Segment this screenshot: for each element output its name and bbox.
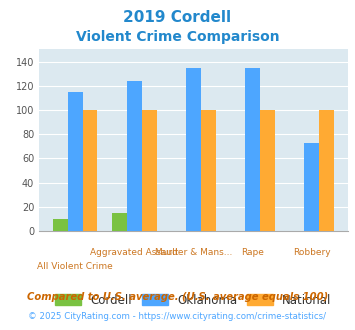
Bar bbox=[186, 68, 201, 231]
Bar bbox=[260, 110, 275, 231]
Bar bbox=[127, 81, 142, 231]
Bar bbox=[201, 110, 215, 231]
Text: Rape: Rape bbox=[241, 248, 264, 257]
Bar bbox=[112, 213, 127, 231]
Bar bbox=[304, 143, 319, 231]
Bar bbox=[319, 110, 334, 231]
Text: Compared to U.S. average. (U.S. average equals 100): Compared to U.S. average. (U.S. average … bbox=[27, 292, 328, 302]
Text: Murder & Mans...: Murder & Mans... bbox=[155, 248, 232, 257]
Bar bbox=[53, 219, 68, 231]
Text: 2019 Cordell: 2019 Cordell bbox=[124, 10, 231, 25]
Bar bbox=[245, 68, 260, 231]
Text: All Violent Crime: All Violent Crime bbox=[37, 262, 113, 271]
Text: Aggravated Assault: Aggravated Assault bbox=[90, 248, 179, 257]
Bar bbox=[68, 92, 83, 231]
Bar bbox=[142, 110, 157, 231]
Legend: Cordell, Oklahoma, National: Cordell, Oklahoma, National bbox=[49, 288, 338, 313]
Text: Violent Crime Comparison: Violent Crime Comparison bbox=[76, 30, 279, 44]
Text: © 2025 CityRating.com - https://www.cityrating.com/crime-statistics/: © 2025 CityRating.com - https://www.city… bbox=[28, 312, 327, 321]
Bar bbox=[83, 110, 97, 231]
Text: Robbery: Robbery bbox=[293, 248, 331, 257]
